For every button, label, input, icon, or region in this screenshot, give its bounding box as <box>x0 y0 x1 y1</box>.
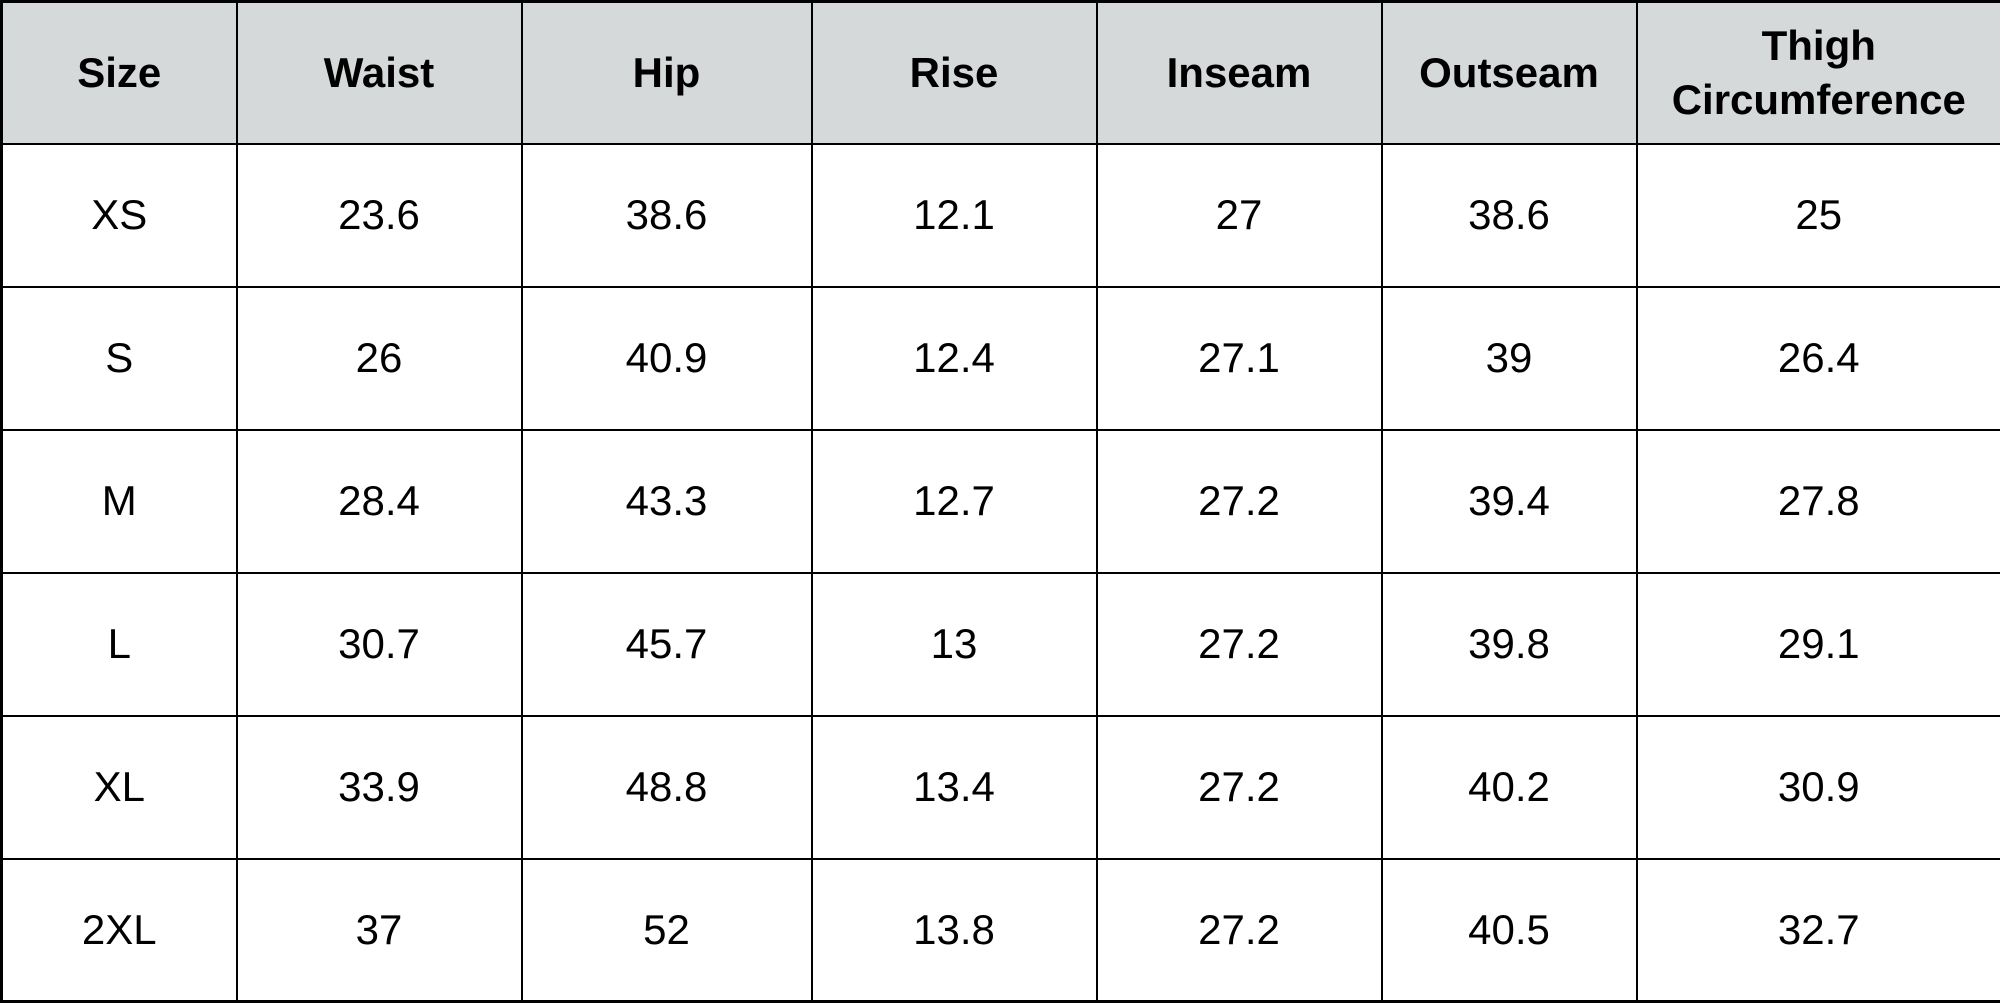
cell-waist: 33.9 <box>237 716 522 859</box>
cell-rise: 13.4 <box>812 716 1097 859</box>
cell-inseam: 27.2 <box>1097 573 1382 716</box>
cell-outseam: 40.5 <box>1382 859 1637 1002</box>
column-header-hip: Hip <box>522 2 812 144</box>
cell-hip: 45.7 <box>522 573 812 716</box>
table-row-s: S 26 40.9 12.4 27.1 39 26.4 <box>2 287 2000 430</box>
column-header-size: Size <box>2 2 237 144</box>
cell-hip: 52 <box>522 859 812 1002</box>
cell-thigh-circumference: 27.8 <box>1637 430 2000 573</box>
cell-inseam: 27 <box>1097 144 1382 287</box>
column-header-outseam: Outseam <box>1382 2 1637 144</box>
cell-size: M <box>2 430 237 573</box>
cell-inseam: 27.1 <box>1097 287 1382 430</box>
table-row-2xl: 2XL 37 52 13.8 27.2 40.5 32.7 <box>2 859 2000 1002</box>
cell-rise: 12.4 <box>812 287 1097 430</box>
table-row-m: M 28.4 43.3 12.7 27.2 39.4 27.8 <box>2 430 2000 573</box>
cell-hip: 40.9 <box>522 287 812 430</box>
column-header-waist: Waist <box>237 2 522 144</box>
cell-hip: 38.6 <box>522 144 812 287</box>
cell-rise: 13 <box>812 573 1097 716</box>
cell-thigh-circumference: 25 <box>1637 144 2000 287</box>
cell-inseam: 27.2 <box>1097 859 1382 1002</box>
cell-waist: 26 <box>237 287 522 430</box>
table-row-xl: XL 33.9 48.8 13.4 27.2 40.2 30.9 <box>2 716 2000 859</box>
cell-size: XL <box>2 716 237 859</box>
cell-outseam: 38.6 <box>1382 144 1637 287</box>
column-header-thigh-circumference: Thigh Circumference <box>1637 2 2000 144</box>
cell-waist: 28.4 <box>237 430 522 573</box>
table-header: Size Waist Hip Rise Inseam Outseam Thigh… <box>2 2 2000 144</box>
header-row: Size Waist Hip Rise Inseam Outseam Thigh… <box>2 2 2000 144</box>
cell-inseam: 27.2 <box>1097 716 1382 859</box>
cell-hip: 43.3 <box>522 430 812 573</box>
cell-size: L <box>2 573 237 716</box>
table-body: XS 23.6 38.6 12.1 27 38.6 25 S 26 40.9 1… <box>2 144 2000 1002</box>
column-header-rise: Rise <box>812 2 1097 144</box>
cell-waist: 23.6 <box>237 144 522 287</box>
cell-thigh-circumference: 30.9 <box>1637 716 2000 859</box>
cell-outseam: 40.2 <box>1382 716 1637 859</box>
cell-waist: 37 <box>237 859 522 1002</box>
cell-hip: 48.8 <box>522 716 812 859</box>
cell-size: 2XL <box>2 859 237 1002</box>
cell-inseam: 27.2 <box>1097 430 1382 573</box>
cell-thigh-circumference: 32.7 <box>1637 859 2000 1002</box>
cell-outseam: 39.8 <box>1382 573 1637 716</box>
cell-rise: 12.7 <box>812 430 1097 573</box>
cell-waist: 30.7 <box>237 573 522 716</box>
table-row-xs: XS 23.6 38.6 12.1 27 38.6 25 <box>2 144 2000 287</box>
cell-thigh-circumference: 26.4 <box>1637 287 2000 430</box>
cell-thigh-circumference: 29.1 <box>1637 573 2000 716</box>
cell-rise: 12.1 <box>812 144 1097 287</box>
cell-rise: 13.8 <box>812 859 1097 1002</box>
cell-size: XS <box>2 144 237 287</box>
cell-outseam: 39 <box>1382 287 1637 430</box>
cell-size: S <box>2 287 237 430</box>
cell-outseam: 39.4 <box>1382 430 1637 573</box>
column-header-inseam: Inseam <box>1097 2 1382 144</box>
table-row-l: L 30.7 45.7 13 27.2 39.8 29.1 <box>2 573 2000 716</box>
